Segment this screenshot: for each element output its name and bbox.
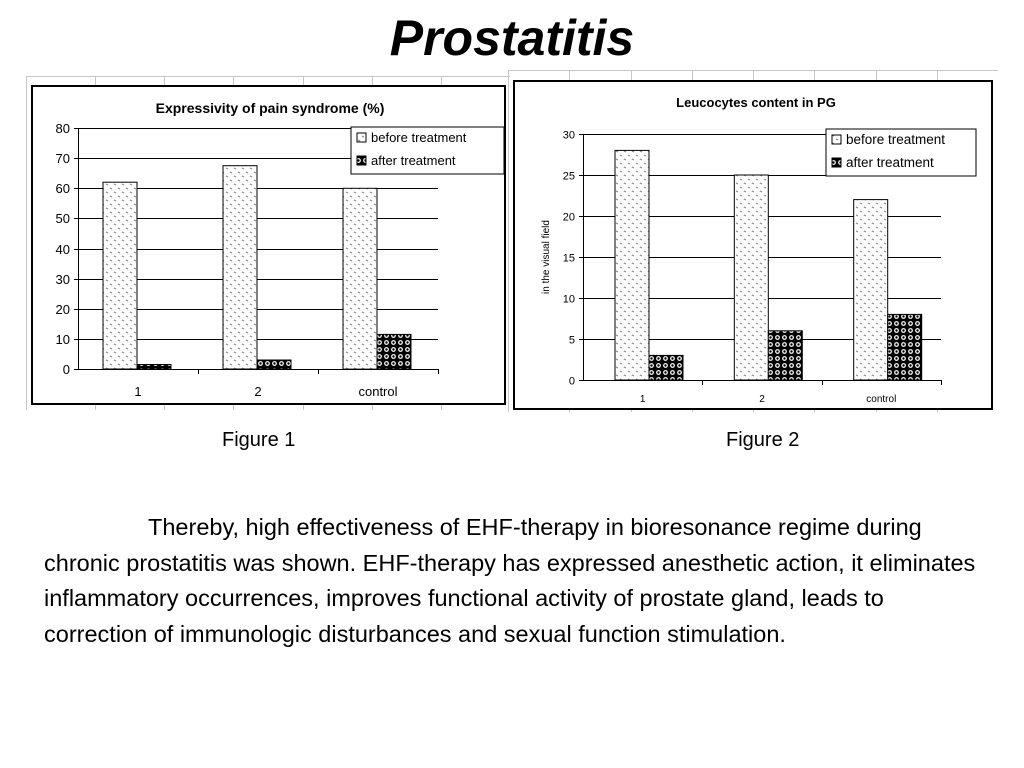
legend-swatch-after xyxy=(356,155,367,166)
chart-pain-syndrome-plot: Expressivity of pain syndrome (%) 0 10 20 30… xyxy=(56,100,505,399)
bar-before-treatment xyxy=(733,174,769,381)
bar-after-treatment xyxy=(136,364,172,370)
y-tick-label: 10 xyxy=(56,332,70,347)
slide-title: Prostatitis xyxy=(389,10,635,66)
x-tick-label: control xyxy=(358,384,397,399)
x-tick-label: 1 xyxy=(134,384,141,399)
y-tick-label: 30 xyxy=(56,272,70,287)
legend-swatch-before xyxy=(831,134,842,145)
y-tick-label: 20 xyxy=(56,302,70,317)
bar-before-treatment xyxy=(342,187,378,370)
figure-1-caption: Figure 1 xyxy=(222,429,296,451)
legend-swatch-before xyxy=(356,132,367,143)
y-tick-label: 30 xyxy=(563,129,575,141)
conclusion-paragraph: Thereby, high effectiveness of EHF-thera… xyxy=(44,514,976,647)
bar-after-treatment xyxy=(767,330,803,381)
legend-box xyxy=(350,126,505,175)
y-axis-label: in the visual field xyxy=(541,220,552,294)
legend-label: after treatment xyxy=(371,153,456,168)
bar-before-treatment xyxy=(614,149,650,381)
y-tick-label: 80 xyxy=(56,121,70,136)
chart-leucocytes: Leucocytes content in PG 0 5 10 15 20 25 30 in t… xyxy=(513,80,993,410)
bar-after-treatment xyxy=(256,359,292,370)
legend-label: before treatment xyxy=(371,130,467,145)
y-tick-label: 0 xyxy=(63,362,70,377)
bar-before-treatment xyxy=(222,165,258,370)
x-tick-label: 2 xyxy=(759,394,765,405)
legend-box xyxy=(825,128,977,177)
y-tick-label: 40 xyxy=(56,242,70,257)
y-tick-label: 0 xyxy=(569,375,575,387)
bar-before-treatment xyxy=(102,181,138,370)
y-tick-label: 5 xyxy=(569,334,575,346)
legend-label: before treatment xyxy=(846,132,945,147)
chart-leucocytes-plot: Leucocytes content in PG 0 5 10 15 20 25 30 in t… xyxy=(541,95,977,405)
y-tick-label: 50 xyxy=(56,211,70,226)
y-tick-label: 70 xyxy=(56,151,70,166)
bar-after-treatment xyxy=(648,354,684,381)
chart-pain-syndrome: Expressivity of pain syndrome (%) 0 10 20 30… xyxy=(31,85,506,405)
bar-before-treatment xyxy=(853,199,889,381)
legend-label: after treatment xyxy=(846,155,934,170)
chart-title: Expressivity of pain syndrome (%) xyxy=(156,100,385,116)
bar-after-treatment xyxy=(887,313,923,381)
x-tick-label: 2 xyxy=(254,384,261,399)
y-tick-label: 25 xyxy=(563,170,575,182)
legend-swatch-after xyxy=(831,157,842,168)
x-tick-label: 1 xyxy=(640,394,646,405)
chart-title: Leucocytes content in PG xyxy=(676,95,836,110)
bar-after-treatment xyxy=(376,333,412,370)
y-tick-label: 20 xyxy=(563,211,575,223)
x-tick-label: control xyxy=(866,394,896,405)
y-tick-label: 15 xyxy=(563,252,575,264)
y-tick-label: 60 xyxy=(56,181,70,196)
figure-2-caption: Figure 2 xyxy=(726,429,800,451)
y-tick-label: 10 xyxy=(563,293,575,305)
